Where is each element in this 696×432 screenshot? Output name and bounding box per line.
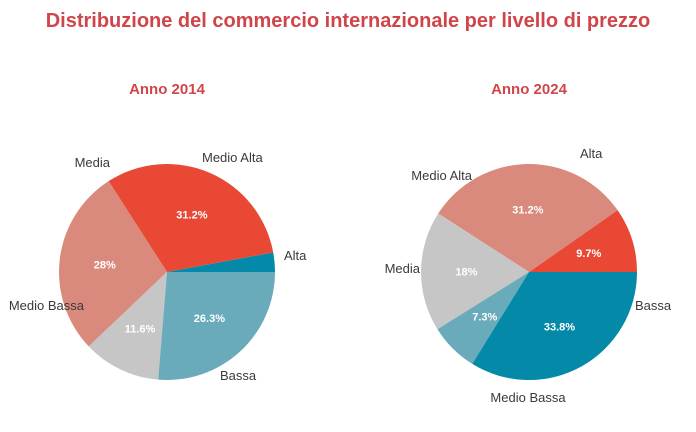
slice-medio-bassa[interactable]	[59, 181, 167, 347]
pie-2024-title: Anno 2024	[491, 81, 568, 98]
slice-name-label: Medio Bassa	[9, 298, 85, 313]
slice-media[interactable]	[88, 272, 167, 380]
slice-name-label: Media	[385, 261, 421, 276]
slice-name-label: Alta	[284, 248, 307, 263]
slice-pct-label: 7.3%	[472, 311, 497, 323]
pie-2014-title: Anno 2014	[129, 81, 206, 98]
slice-medio-alta[interactable]	[158, 272, 275, 380]
slice-pct-label: 33.8%	[544, 322, 575, 334]
chart-title: Distribuzione del commercio internaziona…	[45, 10, 651, 32]
slice-pct-label: 31.2%	[512, 204, 543, 216]
slice-pct-label: 11.6%	[125, 324, 156, 336]
slice-pct-label: 28%	[94, 260, 116, 272]
slice-media[interactable]	[420, 213, 529, 330]
slice-pct-label: 31.2%	[176, 210, 207, 222]
pie-2024: 9.7% Bassa 31.2% Medio Bassa 18% Media 7.3% Med…	[385, 146, 672, 405]
slice-name-label: Medio Bassa	[490, 390, 566, 405]
slice-medio-alta[interactable]	[437, 272, 529, 364]
pie-2014: Alta 31.2% Bassa 28% Medio Bassa 11.6% Media 26…	[9, 150, 307, 383]
slice-medio-bassa[interactable]	[438, 164, 618, 272]
slice-alta[interactable]	[472, 272, 637, 381]
slice-name-label: Bassa	[220, 368, 257, 383]
slice-name-label: Alta	[580, 146, 603, 161]
slice-pct-label: 18%	[455, 267, 477, 279]
slice-name-label: Medio Alta	[202, 150, 263, 165]
slice-bassa[interactable]	[108, 164, 274, 272]
slice-name-label: Medio Alta	[411, 168, 472, 183]
slice-bassa[interactable]	[529, 210, 637, 272]
slice-alta[interactable]	[167, 252, 275, 272]
slice-name-label: Media	[75, 155, 111, 170]
slice-pct-label: 9.7%	[576, 248, 601, 260]
slice-pct-label: 26.3%	[194, 313, 225, 325]
slice-name-label: Bassa	[635, 298, 672, 313]
